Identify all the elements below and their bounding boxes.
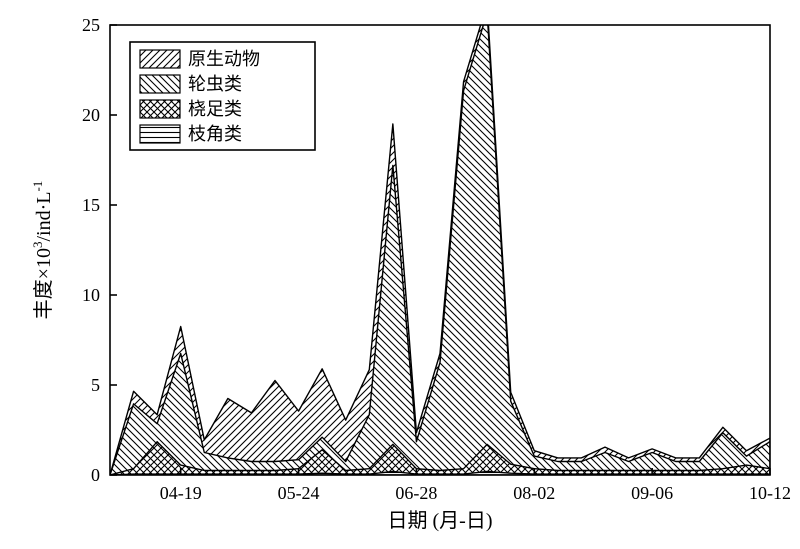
legend-label-yuan_sheng: 原生动物 [188, 49, 260, 69]
legend-swatch-rao_zu [140, 100, 180, 118]
ytick-label: 15 [82, 195, 100, 215]
xtick-label: 05-24 [278, 483, 320, 503]
legend-label-rao_zu: 桡足类 [188, 99, 242, 119]
legend-swatch-lun_chong [140, 75, 180, 93]
legend-swatch-yuan_sheng [140, 50, 180, 68]
legend-swatch-zhi_jiao [140, 125, 180, 143]
ytick-label: 25 [82, 15, 100, 35]
legend-label-zhi_jiao: 枝角类 [188, 124, 242, 144]
x-axis-label: 日期 (月-日) [388, 510, 493, 532]
abundance-area-chart: 0 5 10 15 20 25 04-19 05-24 06-28 08-02 09-06 10-12… [0, 0, 800, 549]
ytick-label: 0 [91, 465, 100, 485]
xtick-label: 10-12 [749, 483, 791, 503]
ytick-label: 10 [82, 285, 100, 305]
xtick-label: 04-19 [160, 483, 202, 503]
xtick-label: 09-06 [631, 483, 673, 503]
legend: 原生动物轮虫类桡足类枝角类 [130, 42, 315, 150]
xtick-label: 08-02 [513, 483, 555, 503]
legend-label-lun_chong: 轮虫类 [188, 74, 242, 94]
y-axis-label: 丰度×103/ind·L-1 [30, 181, 55, 320]
ytick-label: 5 [91, 375, 100, 395]
xtick-label: 06-28 [395, 483, 437, 503]
ytick-label: 20 [82, 105, 100, 125]
